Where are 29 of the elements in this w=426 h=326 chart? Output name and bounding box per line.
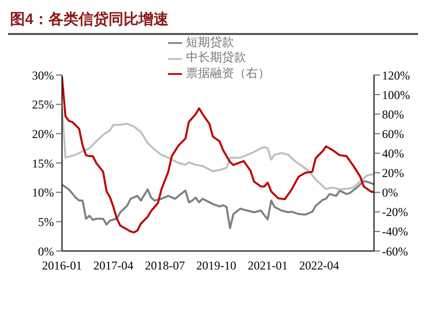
y2-tick-label: 40% — [382, 146, 404, 160]
line-series — [62, 180, 374, 230]
y-tick-label: 30% — [32, 68, 54, 82]
x-tick-label: 2016-01 — [42, 258, 82, 273]
y2-tick-label: 20% — [382, 166, 404, 180]
x-tick-label: 2018-07 — [144, 258, 185, 273]
y-tick-label: 25% — [32, 98, 54, 112]
chart-title: 图4：各类信贷同比增速 — [9, 10, 170, 30]
y2-tick-label: 100% — [382, 88, 410, 102]
y2-tick-label: 80% — [382, 107, 404, 122]
y2-tick-label: -40% — [382, 224, 408, 239]
y2-tick-label: -60% — [382, 244, 408, 258]
y2-tick-label: 120% — [382, 68, 410, 82]
y-tick-label: 10% — [32, 186, 54, 200]
x-tick-label: 2021-01 — [248, 258, 288, 273]
y-tick-label: 0% — [38, 244, 54, 258]
y-tick-label: 15% — [32, 156, 54, 170]
legend-label: 票据融资（右） — [186, 66, 270, 80]
y-tick-label: 20% — [32, 126, 54, 141]
x-tick-label: 2017-04 — [93, 258, 134, 273]
y2-tick-label: 0% — [382, 186, 398, 200]
y-tick-label: 5% — [38, 214, 54, 229]
x-tick-label: 2022-04 — [299, 258, 340, 273]
legend-label: 中长期贷款 — [186, 50, 246, 64]
y2-tick-label: 60% — [382, 126, 404, 141]
legend-label: 短期贷款 — [186, 35, 234, 49]
y2-tick-label: -20% — [382, 205, 408, 220]
x-tick-label: 2019-10 — [196, 258, 236, 273]
line-series — [62, 106, 374, 190]
